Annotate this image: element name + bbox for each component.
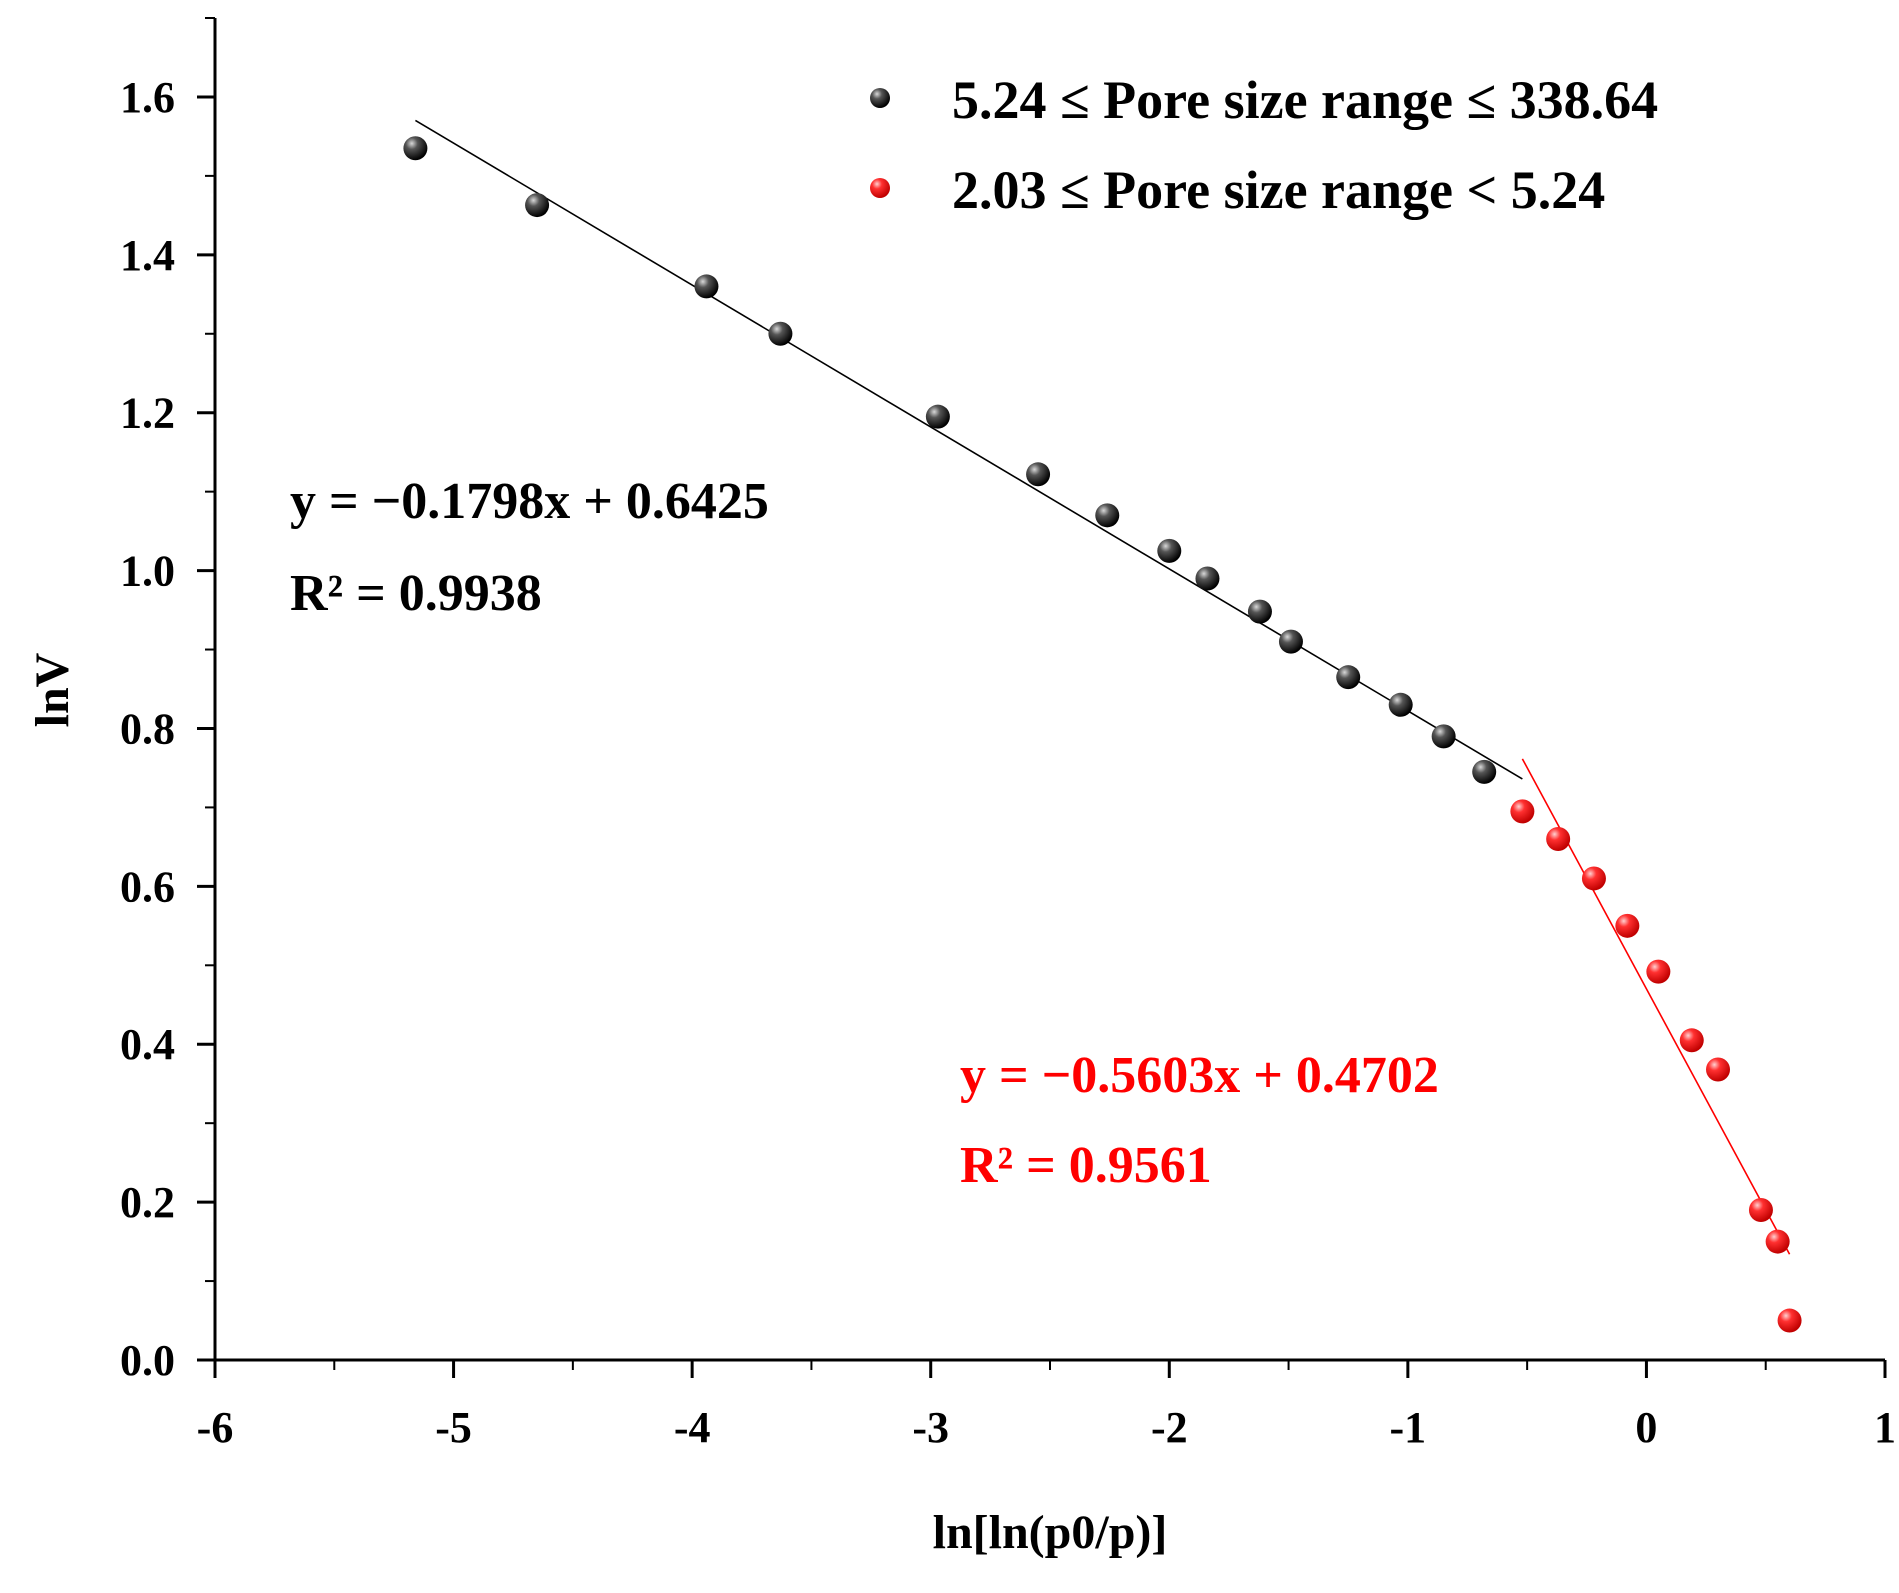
x-tick-label: -3 <box>912 1403 949 1452</box>
data-point-red <box>1748 1198 1773 1223</box>
y-tick-label: 0.6 <box>120 862 175 911</box>
data-point-black <box>1247 599 1272 624</box>
legend-label-red: 2.03 ≤ Pore size range < 5.24 <box>952 160 1605 220</box>
legend: 5.24 ≤ Pore size range ≤ 338.64 2.03 ≤ P… <box>870 70 1658 220</box>
fit-equation-black: y = −0.1798x + 0.6425 <box>290 473 769 530</box>
x-tick-label: -6 <box>197 1403 234 1452</box>
data-point-red <box>1777 1308 1802 1333</box>
y-tick-label: 0.4 <box>120 1020 175 1069</box>
data-point-black <box>1472 759 1497 784</box>
x-axis-label: ln[ln(p0/p)] <box>933 1506 1168 1559</box>
data-point-red <box>1546 826 1571 851</box>
fit-r2-black: R² = 0.9938 <box>290 565 542 622</box>
x-tick-label: -2 <box>1151 1403 1188 1452</box>
data-point-black <box>525 193 550 218</box>
y-tick-label: 0.0 <box>120 1336 175 1385</box>
y-tick-label: 0.8 <box>120 704 175 753</box>
data-points <box>403 136 1802 1333</box>
data-point-red <box>1679 1028 1704 1053</box>
data-point-black <box>694 274 719 299</box>
data-point-black <box>1157 538 1182 563</box>
data-point-black <box>1095 503 1120 528</box>
x-tick-label: -5 <box>435 1403 472 1452</box>
data-point-black <box>925 404 950 429</box>
data-point-black <box>403 136 428 161</box>
legend-marker-red <box>870 178 890 198</box>
y-tick-label: 1.6 <box>120 73 175 122</box>
data-point-red <box>1706 1057 1730 1082</box>
data-point-black <box>1388 692 1413 717</box>
fit-line-black <box>414 119 1523 780</box>
data-point-red <box>1581 866 1606 891</box>
x-ticks: -6 -5 -4 -3 -2 -1 0 1 <box>197 1360 1896 1452</box>
data-point-red <box>1510 799 1535 824</box>
data-point-black <box>1026 462 1051 487</box>
data-point-black <box>1278 629 1303 654</box>
fit-annotations: y = −0.1798x + 0.6425 R² = 0.9938 y = −0… <box>290 473 1439 1194</box>
data-point-red <box>1615 913 1640 938</box>
x-tick-label: 1 <box>1874 1403 1896 1452</box>
fit-equation-red: y = −0.5603x + 0.4702 <box>960 1047 1439 1104</box>
y-axis-label: lnV <box>26 652 79 727</box>
x-tick-label: -1 <box>1390 1403 1427 1452</box>
y-tick-label: 1.0 <box>120 547 175 596</box>
data-point-black <box>1431 724 1456 749</box>
legend-marker-black <box>870 88 890 108</box>
x-tick-label: -4 <box>674 1403 711 1452</box>
x-tick-label: 0 <box>1635 1403 1657 1452</box>
data-point-black <box>1195 566 1220 591</box>
y-tick-label: 0.2 <box>120 1178 175 1227</box>
y-tick-label: 1.4 <box>120 231 175 280</box>
data-point-black <box>768 321 793 346</box>
data-point-red <box>1765 1229 1790 1254</box>
fit-r2-red: R² = 0.9561 <box>960 1137 1212 1194</box>
y-ticks: 0.0 0.2 0.4 0.6 0.8 1.0 1.2 1.4 1.6 <box>120 17 215 1385</box>
data-point-red <box>1646 959 1671 984</box>
data-point-black <box>1336 665 1361 690</box>
axes: -6 -5 -4 -3 -2 -1 0 1 0.0 0.2 0.4 0.6 0.8 1.0 1.2 1.4 1… <box>120 17 1896 1452</box>
legend-label-black: 5.24 ≤ Pore size range ≤ 338.64 <box>952 70 1658 130</box>
y-tick-label: 1.2 <box>120 389 175 438</box>
